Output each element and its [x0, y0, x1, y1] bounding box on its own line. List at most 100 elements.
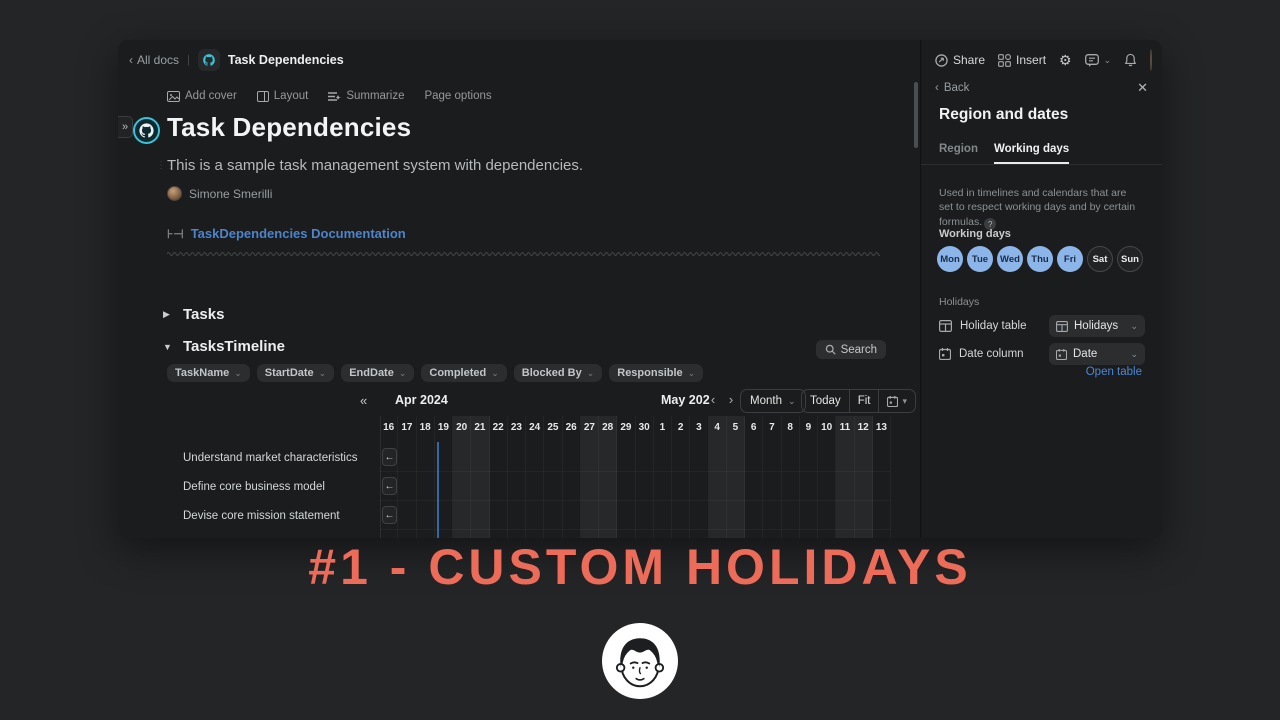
- timeline-day-column[interactable]: 5: [726, 416, 745, 538]
- timeline-zoom-select[interactable]: Month ⌄: [740, 389, 806, 413]
- holiday-table-select[interactable]: Holidays ⌄: [1049, 315, 1145, 337]
- back-button[interactable]: ‹ Back: [935, 82, 970, 94]
- timeline-day-column[interactable]: 6: [745, 416, 764, 538]
- timeline-day-column[interactable]: 25: [544, 416, 563, 538]
- timeline-day-column[interactable]: 27: [580, 416, 599, 538]
- drag-handle[interactable]: ⋮⋮: [156, 160, 175, 171]
- expand-sidebar-button[interactable]: »: [118, 116, 133, 138]
- day-number: 24: [529, 422, 541, 433]
- timeline-day-column[interactable]: 26: [563, 416, 581, 538]
- task-row-label[interactable]: Devise core mission statement: [183, 510, 340, 522]
- task-row-label[interactable]: Understand market characteristics: [183, 452, 358, 464]
- timeline-day-column[interactable]: 22: [490, 416, 508, 538]
- notifications-bell-icon[interactable]: [1124, 53, 1137, 67]
- working-days-label: Working days: [939, 228, 1011, 240]
- open-table-link[interactable]: Open table: [1085, 366, 1142, 378]
- timeline-day-column[interactable]: 8: [782, 416, 800, 538]
- triangle-right-icon[interactable]: ▶: [163, 309, 170, 319]
- breadcrumb: ‹ All docs | Task Dependencies: [129, 48, 344, 72]
- timeline-prev-button[interactable]: ‹: [710, 392, 716, 407]
- day-number: 16: [383, 422, 395, 433]
- day-chip-sat[interactable]: Sat: [1087, 246, 1113, 272]
- task-bar-left-arrow[interactable]: ←: [382, 506, 397, 524]
- timeline-day-column[interactable]: 9: [800, 416, 818, 538]
- day-chip-sun[interactable]: Sun: [1117, 246, 1143, 272]
- doc-icon-tile[interactable]: [197, 49, 220, 71]
- timeline-day-column[interactable]: 24: [526, 416, 545, 538]
- day-number: 18: [419, 422, 431, 433]
- all-docs-link[interactable]: ‹ All docs: [129, 53, 180, 67]
- timeline-next-button[interactable]: ›: [728, 392, 734, 407]
- filter-chip-taskname[interactable]: TaskName ⌄: [167, 364, 250, 382]
- timeline-day-column[interactable]: 23: [508, 416, 526, 538]
- timeline-day-column[interactable]: 28: [599, 416, 618, 538]
- row-separator: [380, 471, 891, 472]
- timeline-day-column[interactable]: 18: [417, 416, 435, 538]
- timeline-day-column[interactable]: 12: [854, 416, 873, 538]
- timeline-day-column[interactable]: 11: [836, 416, 855, 538]
- chevron-left-icon: ‹: [129, 53, 133, 67]
- share-button[interactable]: Share: [935, 53, 985, 67]
- filter-chip-completed[interactable]: Completed ⌄: [421, 364, 507, 382]
- day-chip-tue[interactable]: Tue: [967, 246, 993, 272]
- timeline-header: « Apr 2024 May 202 ‹ › Month ⌄ Today Fit …: [167, 388, 916, 416]
- panel-action-bar: Share Insert ⚙ ⌄: [921, 48, 1162, 72]
- timeline-day-column[interactable]: 19: [435, 416, 453, 538]
- summarize-button[interactable]: Summarize: [328, 90, 404, 102]
- task-bar-left-arrow[interactable]: ←: [382, 448, 397, 466]
- close-icon[interactable]: ✕: [1137, 80, 1148, 95]
- tab-working-days[interactable]: Working days: [993, 143, 1070, 164]
- calendar-settings-button[interactable]: ▾: [878, 390, 915, 412]
- comments-button[interactable]: ⌄: [1084, 53, 1111, 67]
- timeline-day-column[interactable]: 7: [763, 416, 782, 538]
- timeline-day-column[interactable]: 20: [453, 416, 472, 538]
- task-row-label[interactable]: Define core business model: [183, 481, 325, 493]
- day-chip-thu[interactable]: Thu: [1027, 246, 1053, 272]
- settings-gear-icon[interactable]: ⚙: [1059, 51, 1072, 68]
- day-chip-mon[interactable]: Mon: [937, 246, 963, 272]
- timeline-day-column[interactable]: 2: [672, 416, 691, 538]
- timeline-day-column[interactable]: 4: [708, 416, 727, 538]
- row-separator: [380, 529, 891, 530]
- filter-chip-enddate[interactable]: EndDate ⌄: [341, 364, 415, 382]
- collapse-left-icon[interactable]: «: [360, 393, 368, 408]
- insert-button[interactable]: Insert: [998, 53, 1046, 67]
- vertical-scrollbar[interactable]: [914, 82, 918, 148]
- triangle-down-icon[interactable]: ▼: [163, 341, 172, 352]
- layout-button[interactable]: Layout: [256, 90, 308, 102]
- filter-chip-responsible[interactable]: Responsible ⌄: [609, 364, 704, 382]
- date-column-select[interactable]: Date ⌄: [1049, 343, 1145, 365]
- doc-emoji-icon[interactable]: [133, 117, 160, 144]
- timeline-day-column[interactable]: 10: [818, 416, 837, 538]
- timeline-day-column[interactable]: 1: [654, 416, 672, 538]
- search-button[interactable]: Search: [815, 340, 886, 359]
- filter-chip-blocked-by[interactable]: Blocked By ⌄: [513, 364, 603, 382]
- timeline-day-column[interactable]: 30: [636, 416, 654, 538]
- help-icon[interactable]: ?: [984, 218, 997, 231]
- day-chip-wed[interactable]: Wed: [997, 246, 1023, 272]
- fit-button[interactable]: Fit: [848, 390, 879, 412]
- timeline-day-column[interactable]: 13: [873, 416, 891, 538]
- timeline-day-column[interactable]: 16: [380, 416, 399, 538]
- tab-region[interactable]: Region: [939, 143, 978, 155]
- timeline-day-column[interactable]: 29: [617, 416, 636, 538]
- documentation-link[interactable]: TaskDependencies Documentation: [190, 226, 406, 241]
- page-options-button[interactable]: Page options: [424, 90, 492, 102]
- task-bar-left-arrow[interactable]: ←: [382, 477, 397, 495]
- timeline-day-column[interactable]: 21: [471, 416, 490, 538]
- channel-logo: [602, 623, 678, 699]
- today-button[interactable]: Today: [810, 395, 841, 407]
- section-tasks[interactable]: ▶ Tasks: [163, 306, 225, 323]
- add-cover-button[interactable]: Add cover: [167, 90, 237, 102]
- day-number: 23: [510, 422, 522, 433]
- filter-chip-startdate[interactable]: StartDate ⌄: [256, 364, 335, 382]
- timeline-day-column[interactable]: 3: [690, 416, 709, 538]
- calendar-icon: [887, 395, 899, 407]
- chevron-down-icon: ⌄: [398, 367, 407, 378]
- timeline-day-column[interactable]: 17: [398, 416, 417, 538]
- octocat-icon: [202, 53, 216, 67]
- day-number: 28: [602, 422, 614, 433]
- section-taskstimeline[interactable]: ▼ TasksTimeline: [163, 338, 285, 355]
- day-chip-fri[interactable]: Fri: [1057, 246, 1083, 272]
- user-avatar[interactable]: [1150, 49, 1153, 71]
